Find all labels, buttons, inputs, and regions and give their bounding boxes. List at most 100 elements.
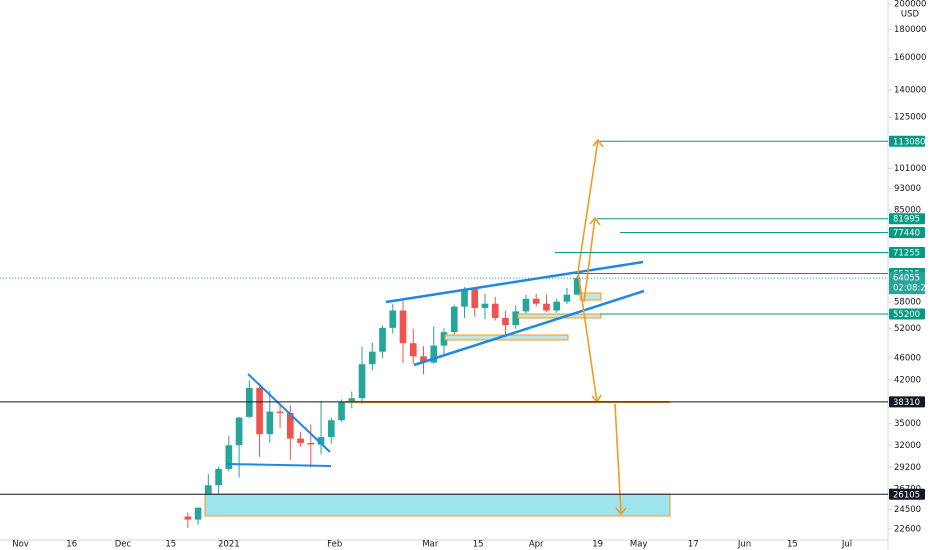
x-tick-label: 15 — [787, 540, 798, 550]
candle-body — [461, 289, 468, 307]
x-tick-label: 17 — [688, 540, 699, 550]
level-label-box — [889, 308, 925, 320]
candle-body — [522, 298, 530, 312]
y-tick-label: 140000 — [894, 85, 926, 95]
arrow — [614, 403, 627, 516]
candle-body — [481, 303, 489, 308]
x-tick-label: Mar — [422, 540, 439, 550]
candle-body — [235, 417, 243, 446]
x-tick-label: Apr — [529, 540, 544, 550]
candle-body — [420, 356, 427, 363]
trend-line — [247, 373, 331, 453]
y-tick-label: 24500 — [894, 505, 921, 515]
candle-body — [543, 303, 550, 311]
y-tick-label: 180000 — [894, 25, 926, 35]
y-tick-label: 125000 — [894, 113, 926, 123]
candle-body — [215, 468, 222, 486]
level-label: 55200 — [893, 310, 920, 320]
x-tick-label: Jun — [737, 540, 751, 550]
level-label: 71255 — [893, 248, 920, 258]
candle-body — [276, 411, 284, 413]
level-label: 64055 — [893, 274, 920, 284]
x-tick-label: 2021 — [218, 540, 240, 550]
y-tick-label: 85000 — [894, 206, 921, 216]
x-tick-label: May — [630, 540, 648, 550]
level-label-box — [889, 246, 925, 258]
level-label-box — [889, 226, 925, 238]
x-tick-label: Dec — [115, 540, 132, 550]
level-label: 38310 — [893, 398, 920, 408]
candle-body — [338, 401, 345, 421]
candle-body — [389, 310, 397, 328]
candle-body — [379, 327, 386, 352]
candle-body — [297, 438, 304, 444]
candle-body — [563, 294, 571, 302]
y-tick-label: 200000 — [894, 0, 926, 9]
x-tick-label: 15 — [165, 540, 176, 550]
candle-body — [502, 317, 509, 326]
level-label-box — [889, 396, 925, 408]
candle-body — [225, 445, 233, 469]
candle-body — [430, 345, 438, 363]
candle-body — [317, 437, 325, 445]
arrow — [583, 216, 601, 303]
y-tick-label: 22600 — [894, 524, 921, 534]
y-tick-label: 52000 — [894, 324, 921, 334]
y-tick-label: 35000 — [894, 419, 921, 429]
trend-line — [413, 289, 645, 367]
level-label: 77440 — [893, 228, 920, 238]
x-tick-label: Jul — [841, 540, 852, 550]
candle-body — [491, 303, 499, 318]
x-tick-label: Feb — [327, 540, 342, 550]
candle-body — [573, 278, 581, 295]
arrow — [577, 138, 604, 273]
candle-body — [194, 507, 202, 520]
candle-body — [399, 310, 407, 344]
candle-body — [409, 343, 417, 357]
candle-body — [512, 311, 520, 326]
trend-line — [225, 463, 332, 467]
candle-body — [348, 398, 356, 402]
level-label-box — [889, 488, 925, 500]
level-label-box — [889, 213, 925, 225]
countdown: 02:08:20 — [893, 284, 931, 294]
y-tick-label: 32000 — [894, 441, 921, 451]
y-tick-label: 29200 — [894, 463, 921, 473]
zone — [579, 292, 602, 301]
y-tick-label: 93000 — [894, 184, 921, 194]
candle-body — [256, 387, 263, 435]
candle-body — [471, 289, 479, 308]
x-tick-label: 15 — [473, 540, 484, 550]
y-tick-label: 58000 — [894, 298, 921, 308]
y-tick-label: 46000 — [894, 353, 921, 363]
currency: USD — [901, 10, 920, 20]
trend-line — [385, 260, 644, 304]
candle-body — [286, 412, 294, 439]
candle-body — [553, 301, 561, 311]
candle-body — [327, 420, 335, 438]
arrows — [577, 138, 627, 516]
level-label-box — [889, 272, 925, 295]
candle-body — [266, 411, 274, 435]
x-tick-label: Nov — [12, 540, 29, 550]
y-tick-label: 160000 — [894, 53, 926, 63]
level-label-box — [889, 135, 925, 147]
x-tick-label: 16 — [66, 540, 77, 550]
y-tick-label: 101000 — [894, 164, 926, 174]
candle-body — [368, 351, 376, 365]
candle-body — [358, 364, 366, 399]
y-tick-label: 42000 — [894, 375, 921, 385]
candle-body — [450, 306, 458, 333]
candle-body — [532, 298, 540, 304]
support-zone — [204, 493, 671, 517]
candle-body — [440, 332, 448, 346]
candle-body — [307, 443, 315, 445]
x-tick-label: 19 — [592, 540, 603, 550]
level-label: 113080 — [893, 137, 925, 147]
level-label: 26105 — [893, 490, 920, 500]
drawings — [204, 138, 671, 517]
level-label: 81995 — [893, 215, 920, 225]
candle-body — [184, 516, 192, 520]
